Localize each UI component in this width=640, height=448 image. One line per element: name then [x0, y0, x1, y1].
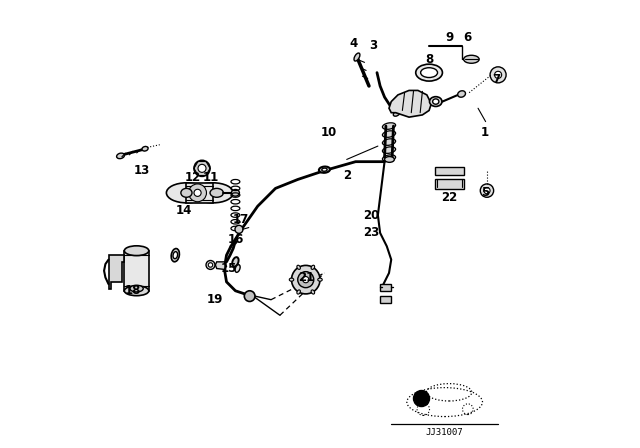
Text: 11: 11: [203, 171, 219, 184]
Ellipse shape: [383, 155, 396, 161]
Bar: [435, 179, 463, 189]
Polygon shape: [109, 255, 124, 289]
Circle shape: [480, 184, 493, 197]
Circle shape: [484, 188, 490, 194]
Circle shape: [206, 260, 215, 269]
Ellipse shape: [311, 265, 315, 269]
Ellipse shape: [124, 246, 149, 256]
Text: 19: 19: [207, 293, 223, 306]
Ellipse shape: [297, 265, 300, 269]
Bar: [380, 284, 392, 291]
Circle shape: [198, 164, 206, 172]
Circle shape: [291, 265, 320, 294]
Text: JJ31007: JJ31007: [426, 428, 463, 437]
Ellipse shape: [232, 257, 239, 267]
Text: 16: 16: [227, 233, 244, 246]
Text: 12: 12: [185, 171, 201, 184]
Ellipse shape: [433, 99, 439, 104]
Polygon shape: [216, 262, 227, 269]
Circle shape: [235, 225, 243, 233]
Polygon shape: [389, 90, 431, 117]
Ellipse shape: [319, 167, 330, 173]
Ellipse shape: [383, 147, 396, 153]
Circle shape: [208, 263, 212, 267]
Ellipse shape: [142, 146, 148, 151]
Circle shape: [194, 160, 210, 177]
Ellipse shape: [463, 55, 479, 63]
Ellipse shape: [383, 139, 396, 145]
Text: 3: 3: [369, 39, 378, 52]
Polygon shape: [124, 251, 148, 291]
Text: 2: 2: [342, 168, 351, 181]
Bar: [380, 296, 392, 303]
Circle shape: [244, 291, 255, 302]
Ellipse shape: [173, 252, 177, 258]
Ellipse shape: [394, 111, 400, 116]
Ellipse shape: [297, 290, 300, 294]
Ellipse shape: [311, 290, 315, 294]
Text: 8: 8: [425, 53, 433, 66]
Ellipse shape: [166, 183, 207, 203]
Ellipse shape: [318, 278, 322, 281]
Circle shape: [298, 271, 314, 288]
Ellipse shape: [235, 265, 240, 272]
Polygon shape: [186, 183, 213, 203]
Text: 22: 22: [441, 191, 457, 204]
Bar: [435, 168, 463, 176]
Ellipse shape: [383, 123, 396, 129]
Text: 15: 15: [221, 262, 237, 275]
Circle shape: [189, 184, 207, 202]
Ellipse shape: [458, 91, 465, 97]
Ellipse shape: [354, 53, 360, 61]
Text: 14: 14: [176, 204, 193, 217]
Text: 4: 4: [349, 37, 358, 50]
Circle shape: [194, 189, 201, 196]
Text: 5: 5: [481, 186, 489, 199]
Ellipse shape: [420, 68, 438, 78]
Ellipse shape: [181, 188, 192, 197]
Circle shape: [490, 67, 506, 83]
Text: 1: 1: [481, 126, 489, 139]
Ellipse shape: [383, 131, 396, 138]
Ellipse shape: [416, 64, 442, 81]
Ellipse shape: [289, 278, 294, 281]
Ellipse shape: [116, 153, 124, 159]
Circle shape: [495, 71, 502, 78]
Ellipse shape: [130, 285, 143, 292]
Ellipse shape: [322, 168, 327, 171]
Text: 21: 21: [298, 271, 315, 284]
Ellipse shape: [232, 190, 239, 196]
Text: 7: 7: [492, 73, 500, 86]
Text: 18: 18: [125, 284, 141, 297]
Text: 20: 20: [363, 209, 380, 222]
Text: 9: 9: [445, 30, 453, 43]
Ellipse shape: [385, 156, 394, 162]
Ellipse shape: [171, 249, 179, 262]
Circle shape: [413, 391, 429, 406]
Ellipse shape: [429, 97, 442, 107]
Text: 17: 17: [232, 213, 249, 226]
Ellipse shape: [124, 286, 149, 296]
Ellipse shape: [193, 183, 233, 203]
Text: 13: 13: [134, 164, 150, 177]
Circle shape: [303, 276, 309, 283]
Text: 6: 6: [463, 30, 471, 43]
Text: 23: 23: [363, 226, 380, 239]
Text: 10: 10: [321, 126, 337, 139]
Ellipse shape: [210, 188, 223, 197]
